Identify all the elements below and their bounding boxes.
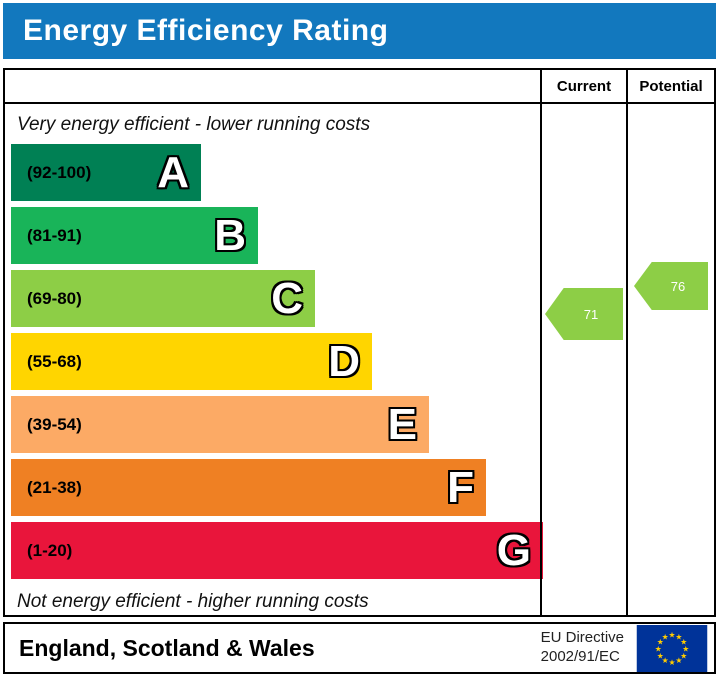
svg-text:★: ★ [668,630,675,639]
band-letter: A [157,147,189,197]
band-row: (55-68) D [11,333,540,390]
band-letter: F [447,462,474,512]
svg-text:★: ★ [657,637,664,646]
bands-list: (92-100) A (81-91) B (69-80) [5,144,543,579]
svg-text:★: ★ [680,651,687,660]
band-range-label: (81-91) [27,225,82,245]
current-column-header: Current [540,70,626,102]
potential-column-header: Potential [626,70,714,102]
current-column-label: Current [556,77,612,95]
band-row: (81-91) B [11,207,540,264]
band-range-label: (69-80) [27,288,82,308]
eu-directive-label: EU Directive 2002/91/EC [541,629,624,667]
band-row: (21-38) F [11,459,540,516]
band-range-label: (1-20) [27,540,73,560]
band-bar: (69-80) C [11,270,315,327]
eu-directive-line2: 2002/91/EC [540,648,620,665]
chart-header-row: Current Potential [5,70,714,104]
band-row: (92-100) A [11,144,540,201]
band-range-label: (55-68) [27,351,82,371]
potential-rating-arrow: 76 [634,262,708,310]
svg-text:★: ★ [657,651,664,660]
band-bar: (1-20) G [11,522,543,579]
rating-chart: Current Potential Very energy efficient … [3,68,716,617]
bands-area: Very energy efficient - lower running co… [5,104,543,615]
current-rating-value: 71 [583,306,599,322]
svg-text:★: ★ [675,632,682,641]
potential-column-label: Potential [639,77,703,95]
bottom-note: Not energy efficient - higher running co… [17,591,369,612]
band-letter: B [214,210,246,260]
band-bar: (92-100) A [11,144,201,201]
page-title: Energy Efficiency Rating [3,3,716,59]
svg-text:★: ★ [662,632,669,641]
current-column: 71 [540,104,626,615]
band-range-label: (39-54) [27,414,82,434]
region-label: England, Scotland & Wales [19,634,315,661]
chart-body-row: Very energy efficient - lower running co… [5,104,714,615]
svg-text:★: ★ [655,644,662,653]
band-letter: E [387,399,417,449]
band-letter: C [271,273,303,323]
top-note: Very energy efficient - lower running co… [17,114,371,135]
svg-text:★: ★ [682,644,689,653]
band-letter: G [496,525,531,575]
band-bar: (55-68) D [11,333,372,390]
potential-rating-value: 76 [670,278,686,294]
band-row: (69-80) C [11,270,540,327]
footer: England, Scotland & Wales EU Directive 2… [3,622,716,674]
band-range-label: (21-38) [27,477,82,497]
band-letter: D [328,336,360,386]
band-bar: (81-91) B [11,207,258,264]
band-row: (39-54) E [11,396,540,453]
svg-text:★: ★ [668,658,675,667]
chart-header-spacer [5,70,540,102]
band-row: (1-20) G [11,522,543,579]
current-rating-arrow: 71 [545,288,623,340]
band-bar: (39-54) E [11,396,429,453]
potential-column: 76 [626,104,714,615]
band-bar: (21-38) F [11,459,486,516]
eu-directive-line1: EU Directive [540,629,624,647]
eu-flag-icon: ★ ★ ★ ★ ★ ★ ★ ★ ★ ★ ★ ★ [636,624,708,672]
band-range-label: (92-100) [27,162,92,182]
svg-text:★: ★ [675,656,682,665]
svg-text:★: ★ [662,656,669,665]
svg-text:★: ★ [680,637,687,646]
